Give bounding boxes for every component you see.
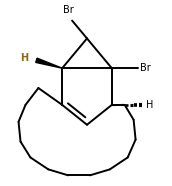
Text: Br: Br (63, 5, 73, 15)
Polygon shape (36, 58, 62, 68)
Text: H: H (20, 53, 29, 63)
Text: H: H (146, 100, 153, 110)
Text: Br: Br (139, 63, 150, 73)
